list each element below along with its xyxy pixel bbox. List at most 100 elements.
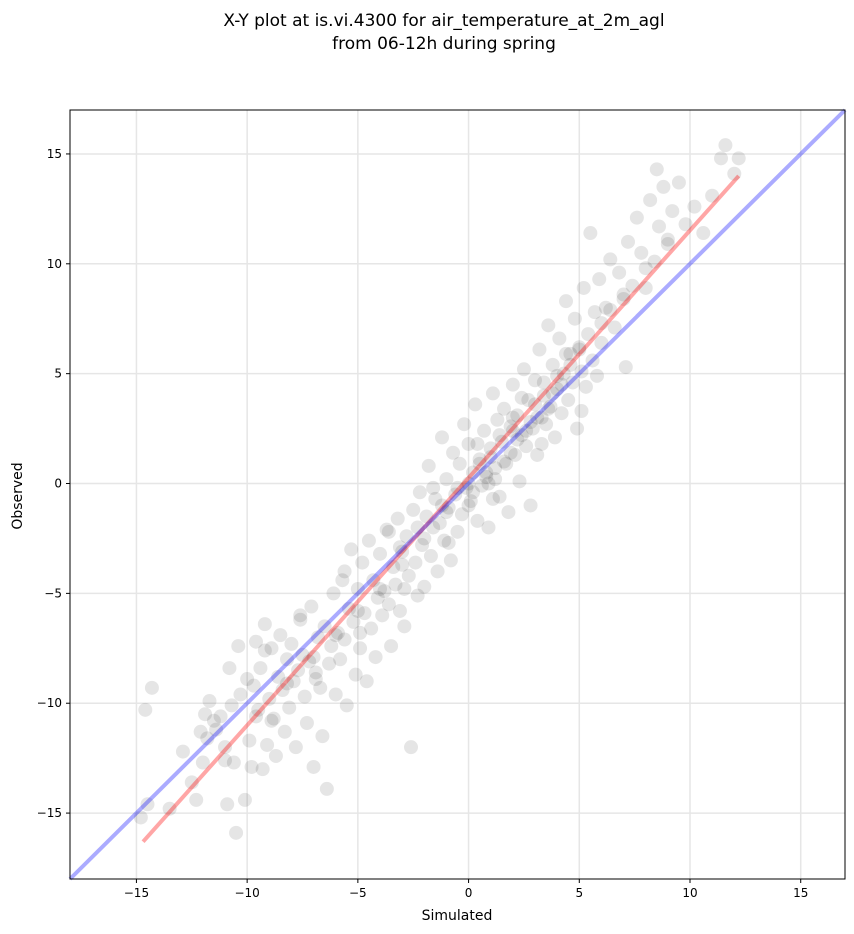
y-tick-label: 0 bbox=[54, 477, 62, 491]
scatter-point bbox=[578, 379, 593, 394]
scatter-point bbox=[536, 375, 551, 390]
scatter-point bbox=[705, 188, 720, 203]
scatter-point bbox=[253, 661, 268, 676]
scatter-point bbox=[472, 456, 487, 471]
scatter-point bbox=[519, 439, 534, 454]
scatter-point bbox=[306, 650, 321, 665]
scatter-point bbox=[678, 217, 693, 232]
scatter-point bbox=[313, 680, 328, 695]
scatter-point bbox=[594, 316, 609, 331]
scatter-point bbox=[530, 447, 545, 462]
scatter-point bbox=[543, 399, 558, 414]
scatter-point bbox=[545, 357, 560, 372]
scatter-point bbox=[559, 346, 573, 361]
scatter-point bbox=[550, 368, 565, 383]
y-tick-label: 5 bbox=[54, 367, 62, 381]
scatter-point bbox=[426, 480, 441, 495]
scatter-point bbox=[404, 740, 418, 755]
scatter-point bbox=[240, 672, 255, 687]
plot-frame bbox=[69, 109, 846, 880]
scatter-point bbox=[195, 755, 210, 770]
scatter-point bbox=[392, 603, 407, 618]
scatter-point bbox=[353, 641, 368, 656]
scatter-point bbox=[485, 491, 500, 506]
scatter-point bbox=[209, 722, 224, 737]
y-tick-label: 15 bbox=[47, 147, 62, 161]
scatter-point bbox=[390, 511, 405, 526]
scatter-point bbox=[264, 641, 279, 656]
scatter-point bbox=[293, 612, 308, 627]
scatter-point bbox=[479, 469, 494, 484]
scatter-point bbox=[483, 441, 498, 456]
scatter-point bbox=[446, 445, 461, 460]
scatter-point bbox=[607, 320, 622, 335]
scatter-point bbox=[162, 801, 177, 816]
scatter-point bbox=[286, 674, 301, 689]
scatter-point bbox=[308, 672, 323, 687]
scatter-point bbox=[412, 485, 427, 500]
scatter-point bbox=[541, 401, 556, 416]
scatter-point bbox=[288, 740, 303, 755]
series-line bbox=[141, 174, 741, 843]
scatter-point bbox=[494, 434, 509, 449]
scatter-point bbox=[545, 386, 560, 401]
scatter-point bbox=[572, 340, 587, 355]
scatter-point bbox=[417, 579, 432, 594]
scatter-point bbox=[284, 636, 299, 651]
scatter-point bbox=[552, 331, 567, 346]
scatter-point bbox=[401, 568, 416, 583]
scatter-point bbox=[302, 654, 317, 669]
scatter-point bbox=[536, 388, 551, 403]
lines-layer bbox=[68, 108, 847, 881]
scatter-point bbox=[466, 485, 480, 500]
scatter-point bbox=[474, 478, 489, 493]
scatter-point bbox=[299, 716, 314, 731]
scatter-point bbox=[510, 408, 525, 423]
scatter-point bbox=[224, 698, 239, 713]
scatter-point bbox=[523, 414, 538, 429]
scatter-point bbox=[554, 377, 569, 392]
scatter-point bbox=[501, 505, 516, 520]
scatter-point bbox=[461, 476, 476, 491]
scatter-point bbox=[505, 423, 520, 438]
scatter-point bbox=[554, 406, 569, 421]
scatter-point bbox=[454, 507, 469, 522]
x-axis-label: Simulated bbox=[422, 908, 493, 924]
scatter-point bbox=[583, 226, 598, 241]
scatter-point bbox=[344, 542, 359, 557]
scatter-point bbox=[530, 410, 545, 425]
x-tick-label: −15 bbox=[124, 886, 149, 900]
y-tick-label: 10 bbox=[47, 257, 62, 271]
scatter-point bbox=[590, 368, 604, 383]
series-line bbox=[68, 108, 847, 881]
scatter-point bbox=[525, 421, 540, 436]
scatter-point bbox=[328, 628, 343, 643]
scatter-point bbox=[581, 327, 596, 342]
scatter-point bbox=[330, 625, 345, 640]
scatter-point bbox=[200, 731, 215, 746]
scatter-point bbox=[262, 691, 277, 706]
scatter-point bbox=[359, 674, 374, 689]
scatter-point bbox=[687, 199, 702, 214]
scatter-point bbox=[492, 489, 507, 504]
scatter-point bbox=[366, 573, 381, 588]
scatter-point bbox=[377, 584, 392, 599]
scatter-point bbox=[470, 513, 485, 528]
scatter-point bbox=[638, 261, 653, 276]
scatter-point bbox=[483, 450, 498, 465]
scatter-point bbox=[140, 797, 155, 812]
scatter-point bbox=[618, 360, 633, 375]
scatter-point bbox=[523, 498, 538, 513]
scatter-point bbox=[233, 687, 248, 702]
scatter-point bbox=[226, 755, 241, 770]
y-axis-label: Observed bbox=[10, 462, 26, 529]
scatter-point bbox=[503, 445, 518, 460]
scatter-point bbox=[556, 366, 571, 381]
scatter-point bbox=[567, 311, 582, 326]
scatter-point bbox=[246, 678, 261, 693]
scatter-point bbox=[348, 667, 363, 682]
scatter-point bbox=[311, 630, 325, 645]
scatter-point bbox=[324, 639, 339, 654]
scatter-point bbox=[481, 520, 496, 535]
scatter-point bbox=[727, 166, 742, 181]
